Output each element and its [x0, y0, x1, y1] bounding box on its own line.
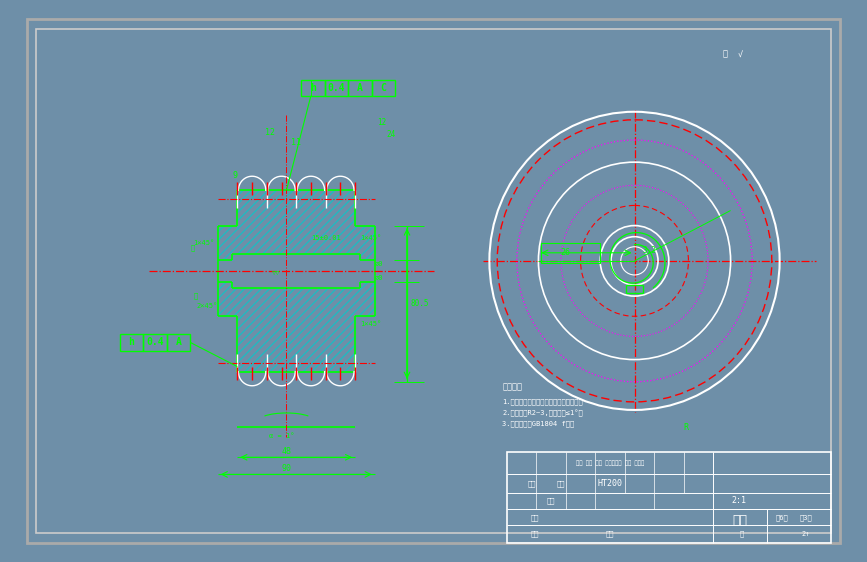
Text: 工艺: 工艺	[531, 531, 538, 537]
Text: 0.4: 0.4	[328, 83, 345, 93]
Text: 单位: 单位	[531, 514, 538, 521]
Text: 3.2: 3.2	[642, 246, 656, 255]
Text: 1×45°: 1×45°	[360, 235, 381, 241]
Text: ∅0: ∅0	[375, 275, 383, 281]
Bar	[166, 334, 191, 351]
Bar	[372, 80, 395, 96]
Text: HT200: HT200	[597, 479, 623, 488]
Text: 第3页: 第3页	[799, 514, 812, 521]
Text: 图样: 图样	[547, 497, 556, 504]
Text: 设计: 设计	[527, 480, 536, 487]
Text: 2↑: 2↑	[802, 531, 811, 537]
Text: 24: 24	[387, 130, 395, 139]
Text: ①: ①	[193, 293, 198, 300]
Text: h: h	[310, 83, 316, 93]
Text: 15±0.01: 15±0.01	[311, 235, 341, 241]
Text: ▽▽: ▽▽	[272, 270, 281, 276]
Text: 1.铸件不允许有裂纹、气孔等铸造缺陷。: 1.铸件不允许有裂纹、气孔等铸造缺陷。	[502, 398, 583, 405]
Text: 90: 90	[282, 464, 291, 473]
Text: C: C	[381, 83, 387, 93]
Text: 标记 处数 分区 更改文件号 签名 年月日: 标记 处数 分区 更改文件号 签名 年月日	[576, 460, 644, 466]
Text: 2.铸造圆角R2~3,起模斜度≤1°。: 2.铸造圆角R2~3,起模斜度≤1°。	[502, 409, 583, 416]
Bar	[120, 334, 143, 351]
Text: 0.4: 0.4	[147, 337, 164, 347]
Text: √: √	[738, 50, 742, 59]
Text: 9: 9	[232, 171, 238, 180]
Text: 审核: 审核	[557, 480, 565, 487]
Text: 技术要求: 技术要求	[502, 382, 522, 391]
Text: 带轮: 带轮	[732, 514, 747, 527]
Text: 1×45°: 1×45°	[193, 240, 214, 246]
Text: α = 1°: α = 1°	[269, 433, 294, 439]
Text: 11: 11	[291, 138, 301, 147]
Text: 26: 26	[561, 248, 570, 257]
Text: 3.未注公差按GB1804 f级。: 3.未注公差按GB1804 f级。	[502, 421, 575, 427]
Text: 48: 48	[282, 447, 291, 456]
Text: 抬: 抬	[723, 50, 727, 59]
Bar	[143, 334, 166, 351]
Text: 共: 共	[740, 531, 744, 537]
Bar	[541, 243, 600, 263]
Text: 2×45°: 2×45°	[196, 303, 218, 309]
Bar	[324, 80, 349, 96]
Text: A: A	[357, 83, 363, 93]
Bar	[507, 452, 831, 543]
Text: 12: 12	[378, 119, 387, 128]
Text: h: h	[128, 337, 134, 347]
Text: 1×45°: 1×45°	[360, 321, 381, 327]
Text: ∅0: ∅0	[375, 261, 383, 267]
Text: ①: ①	[191, 244, 194, 251]
Text: A: A	[176, 337, 181, 347]
Text: 共6页: 共6页	[775, 514, 788, 521]
Bar	[349, 80, 372, 96]
Text: 图纸: 图纸	[606, 531, 614, 537]
Bar	[301, 80, 324, 96]
Text: 12: 12	[264, 129, 275, 138]
Text: 80.5: 80.5	[411, 299, 429, 308]
Text: 2:1: 2:1	[732, 496, 747, 505]
Text: R: R	[683, 423, 688, 432]
